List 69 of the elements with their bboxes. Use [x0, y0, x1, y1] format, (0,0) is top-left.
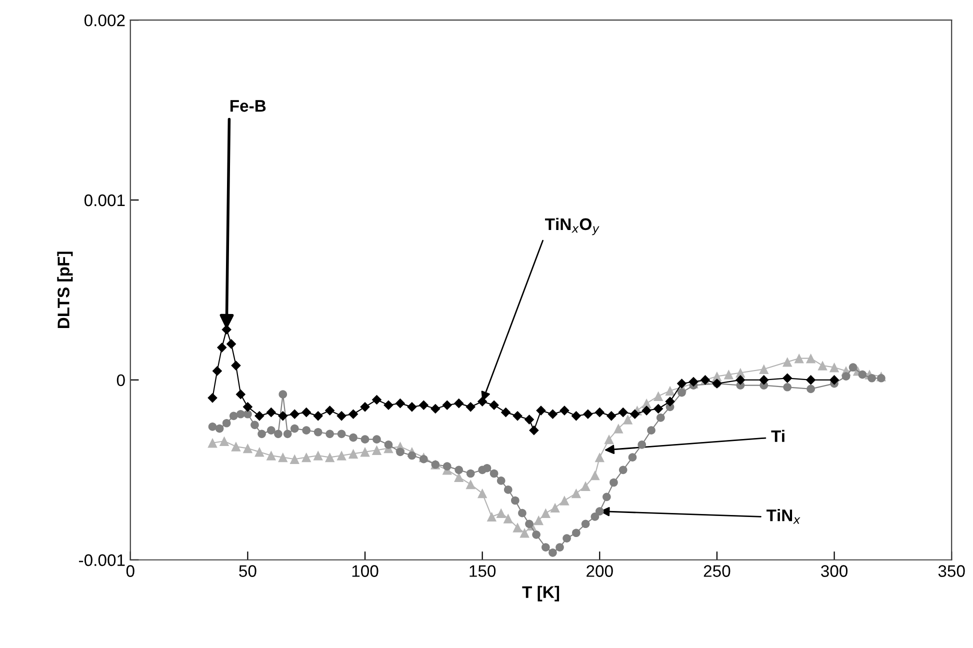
point: [454, 398, 464, 408]
point: [254, 411, 264, 421]
point: [336, 411, 346, 421]
point: [301, 407, 312, 418]
point: [418, 400, 429, 410]
x-tick-label: 0: [126, 565, 134, 577]
y-axis-title: DLTS [pF]: [57, 252, 73, 328]
y-tick-label: 0.002: [84, 14, 125, 26]
x-tick-label: 300: [821, 565, 848, 577]
point: [653, 404, 664, 414]
point: [560, 406, 570, 416]
point: [529, 425, 539, 436]
point: [618, 407, 628, 418]
y-tick-label: 0.001: [84, 194, 125, 206]
point: [395, 398, 406, 408]
point: [571, 411, 582, 421]
x-tick-label: 100: [352, 565, 378, 577]
annotation: TiN$_{x}$O$_{y}$: [545, 218, 600, 236]
point: [642, 406, 652, 416]
point: [512, 411, 522, 421]
x-tick-label: 250: [704, 565, 730, 577]
point: [407, 402, 417, 412]
point: [430, 404, 440, 414]
point: [736, 375, 746, 385]
point: [606, 411, 616, 421]
y-tick-label: 0: [116, 374, 125, 386]
point: [360, 402, 370, 412]
point: [583, 409, 593, 420]
point: [500, 407, 511, 418]
point: [242, 402, 253, 412]
point: [665, 396, 675, 406]
point: [536, 406, 546, 416]
point: [208, 393, 218, 403]
x-axis-title: T [K]: [522, 586, 560, 602]
point: [466, 402, 476, 412]
point: [266, 407, 276, 418]
point: [548, 409, 558, 420]
point: [313, 411, 323, 421]
point: [676, 378, 687, 388]
point: [782, 373, 792, 384]
point: [489, 400, 499, 410]
point: [594, 407, 605, 418]
y-tick-label: -0.001: [79, 554, 125, 566]
point: [384, 400, 394, 410]
point: [278, 411, 288, 421]
point: [442, 400, 452, 410]
point: [348, 409, 358, 420]
x-tick-label: 50: [239, 565, 256, 577]
annotation: TiN$_{x}$: [766, 508, 800, 524]
point: [806, 375, 816, 385]
point: [222, 324, 232, 334]
x-tick-label: 200: [586, 565, 613, 577]
point: [324, 406, 335, 416]
point: [630, 409, 640, 420]
point: [231, 360, 241, 370]
point: [216, 342, 227, 352]
point: [290, 409, 300, 420]
point: [758, 375, 769, 385]
point: [372, 394, 382, 405]
x-tick-label: 350: [938, 565, 965, 577]
point: [212, 366, 222, 376]
annotation: Fe-B: [230, 100, 266, 112]
point: [236, 389, 246, 400]
point: [226, 339, 236, 349]
x-tick-label: 150: [470, 565, 496, 577]
point: [829, 375, 840, 385]
point: [477, 396, 488, 406]
point: [524, 414, 534, 424]
annotation: Ti: [771, 430, 784, 442]
